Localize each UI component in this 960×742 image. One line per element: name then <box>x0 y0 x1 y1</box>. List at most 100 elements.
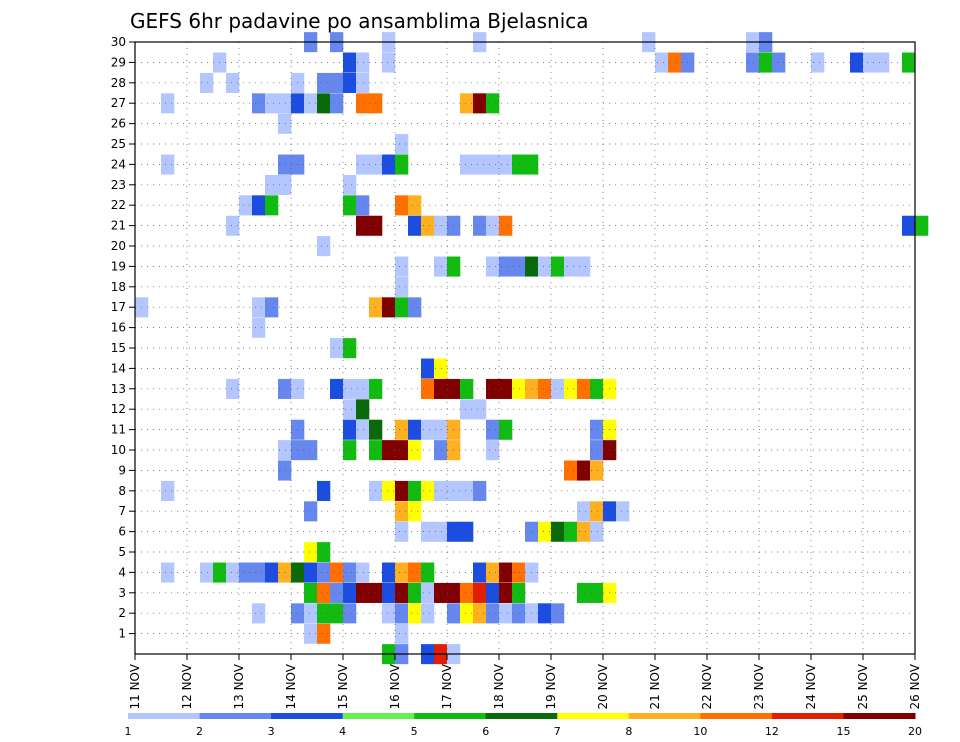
heatmap-cell <box>421 378 435 399</box>
x-tick-label: 21 NOV <box>648 663 662 709</box>
colorbar-swatch <box>557 713 630 719</box>
heatmap-cell <box>460 480 474 501</box>
heatmap-cell <box>460 521 474 542</box>
heatmap-cell <box>343 419 357 440</box>
heatmap-cell <box>343 582 357 603</box>
heatmap-cell <box>278 562 292 583</box>
colorbar-swatch <box>342 713 415 719</box>
colorbar-swatch <box>271 713 344 719</box>
heatmap-cell <box>551 378 565 399</box>
heatmap-cell <box>226 562 240 583</box>
colorbar-swatch <box>628 713 701 719</box>
heatmap-cell <box>382 154 396 175</box>
heatmap-cell <box>486 419 500 440</box>
heatmap-cell <box>590 501 604 522</box>
heatmap-cell <box>239 195 253 216</box>
heatmap-cell <box>343 338 357 359</box>
heatmap-cell <box>499 582 513 603</box>
heatmap-cell <box>356 399 370 420</box>
heatmap-cell <box>486 215 500 236</box>
y-tick-label: 26 <box>111 117 126 131</box>
x-tick-label: 20 NOV <box>596 663 610 709</box>
heatmap-cell <box>486 582 500 603</box>
heatmap-cell <box>434 358 448 379</box>
heatmap-cell <box>343 174 357 195</box>
heatmap-cell <box>473 154 487 175</box>
heatmap-cell <box>434 521 448 542</box>
heatmap-cell <box>408 582 422 603</box>
heatmap-cell <box>902 52 916 73</box>
heatmap-cell <box>473 603 487 624</box>
heatmap-cell <box>395 419 409 440</box>
heatmap-cell <box>330 603 344 624</box>
heatmap-cell <box>655 52 669 73</box>
heatmap-cell <box>161 562 175 583</box>
heatmap-cell <box>577 521 591 542</box>
heatmap-cell <box>382 480 396 501</box>
heatmap-cell <box>434 419 448 440</box>
y-tick-label: 17 <box>111 300 126 314</box>
y-tick-label: 16 <box>111 321 126 335</box>
heatmap-cell <box>304 603 318 624</box>
heatmap-cell <box>434 378 448 399</box>
heatmap-cell <box>590 582 604 603</box>
heatmap-cell <box>304 623 318 644</box>
heatmap-cell <box>278 440 292 461</box>
y-tick-label: 21 <box>111 219 126 233</box>
heatmap-cell <box>356 215 370 236</box>
heatmap-cell <box>317 93 331 114</box>
y-tick-label: 27 <box>111 96 126 110</box>
heatmap-cell <box>486 93 500 114</box>
y-tick-label: 15 <box>111 341 126 355</box>
colorbar: 1 2 3 4 5 6 7 8 10 12 15 20 <box>125 713 922 738</box>
y-tick-label: 3 <box>118 586 126 600</box>
x-tick-label: 24 NOV <box>804 663 818 709</box>
heatmap-cell <box>252 562 266 583</box>
heatmap-cell <box>356 419 370 440</box>
x-tick-label: 25 NOV <box>856 663 870 709</box>
y-tick-label: 28 <box>111 76 126 90</box>
heatmap-cell <box>577 378 591 399</box>
heatmap-cell <box>200 562 214 583</box>
heatmap-cell <box>902 215 916 236</box>
heatmap-cell <box>460 93 474 114</box>
colorbar-label: 5 <box>411 725 418 738</box>
heatmap-cell <box>382 440 396 461</box>
y-tick-label: 9 <box>118 463 126 477</box>
heatmap-cell <box>239 562 253 583</box>
heatmap-cell <box>252 317 266 338</box>
y-tick-label: 23 <box>111 178 126 192</box>
y-tick-label: 4 <box>118 565 126 579</box>
colorbar-label: 7 <box>554 725 561 738</box>
heatmap-cell <box>421 521 435 542</box>
heatmap-cell <box>395 521 409 542</box>
heatmap-cell <box>408 440 422 461</box>
y-tick-label: 29 <box>111 55 126 69</box>
x-tick-label: 12 NOV <box>180 663 194 709</box>
heatmap-cell <box>265 562 279 583</box>
y-tick-label: 18 <box>111 280 126 294</box>
x-tick-label: 13 NOV <box>232 663 246 709</box>
y-tick-label: 14 <box>111 361 126 375</box>
heatmap-cell <box>512 582 526 603</box>
x-tick-label: 14 NOV <box>284 663 298 709</box>
heatmap-cell <box>564 460 578 481</box>
heatmap-cell <box>317 582 331 603</box>
heatmap-cell <box>434 582 448 603</box>
y-tick-label: 20 <box>111 239 126 253</box>
x-axis-ticks: 11 NOV 12 NOV 13 NOV 14 NOV 15 NOV 16 NOV 17 N… <box>128 654 922 710</box>
y-tick-label: 10 <box>111 443 126 457</box>
colorbar-label: 1 <box>125 725 132 738</box>
heatmap-cell <box>343 72 357 93</box>
heatmap-cell <box>616 501 630 522</box>
heatmap-cell <box>538 603 552 624</box>
heatmap-cell <box>499 378 513 399</box>
heatmap-cell <box>356 378 370 399</box>
heatmap-cell <box>668 52 682 73</box>
heatmap-cell <box>499 603 513 624</box>
heatmap-cell <box>356 562 370 583</box>
heatmap-cell <box>473 399 487 420</box>
heatmap-cell <box>161 93 175 114</box>
heatmap-cell <box>460 603 474 624</box>
colorbar-swatch <box>199 713 272 719</box>
